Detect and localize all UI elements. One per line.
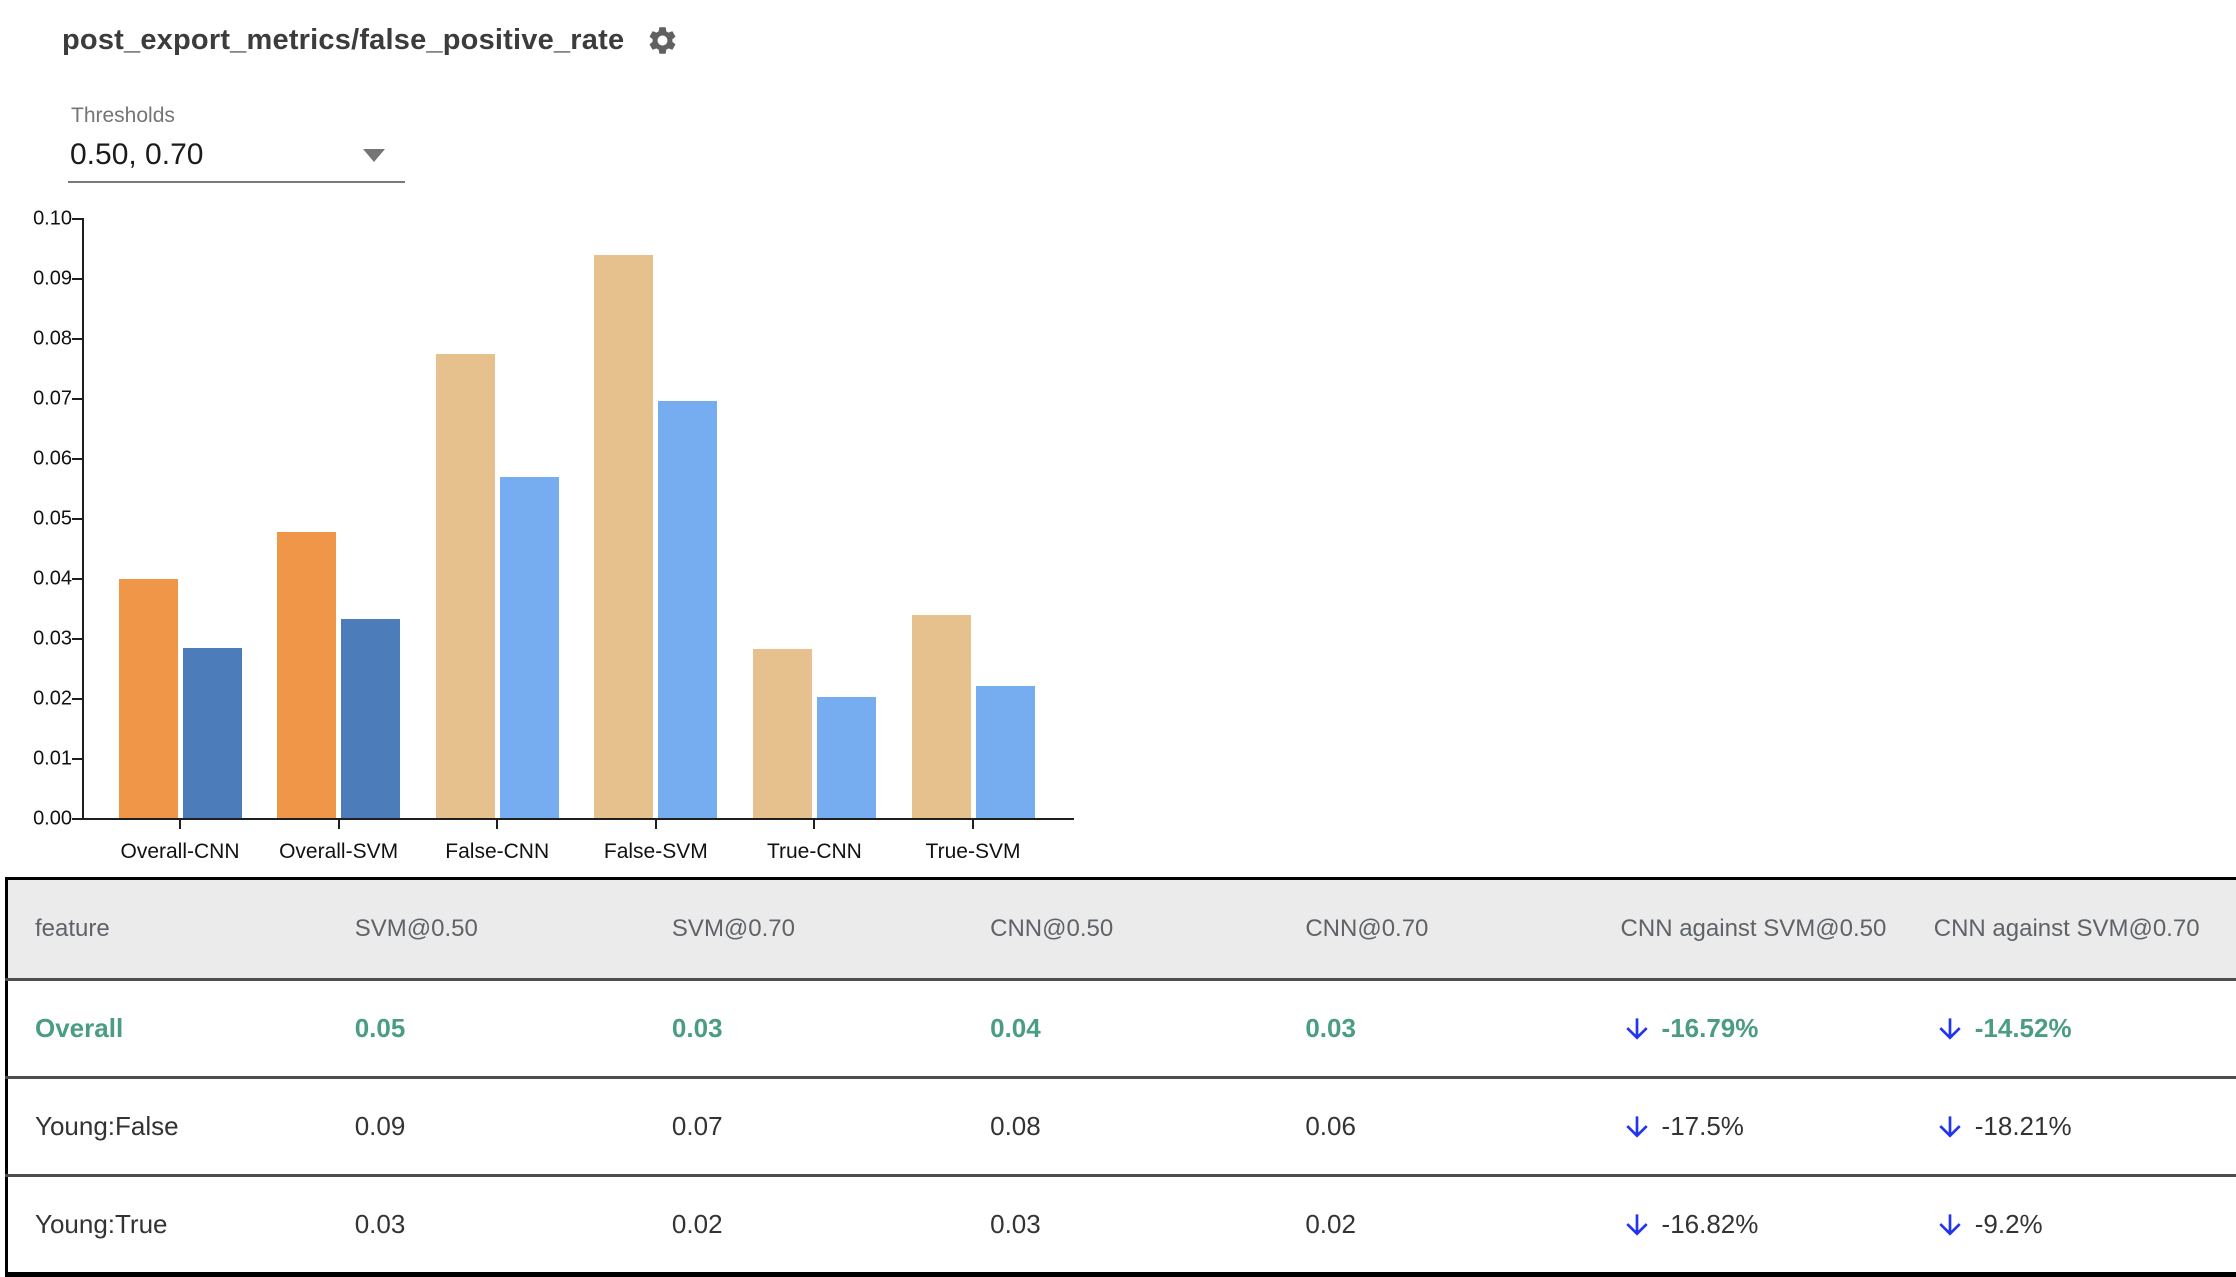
x-tick-mark [496, 820, 498, 829]
column-header-cnn-050: CNN@0.50 [989, 879, 1304, 980]
table-row-young-false: Young:False 0.09 0.07 0.08 0.06 -17.5% -… [7, 1078, 2236, 1176]
x-axis [82, 818, 1074, 820]
y-tick-label: 0.00 [10, 808, 72, 831]
value-cell: 0.03 [1304, 980, 1619, 1078]
x-category-label: Overall-CNN [120, 840, 239, 864]
metrics-table: feature SVM@0.50 SVM@0.70 CNN@0.50 CNN@0… [5, 877, 2236, 1277]
y-tick-label: 0.09 [10, 268, 72, 291]
arrow-down-icon [1621, 1111, 1653, 1143]
y-tick-label: 0.01 [10, 748, 72, 771]
column-header-cnn-vs-svm-050: CNN against SVM@0.50 [1620, 879, 1933, 980]
y-tick-mark [72, 578, 82, 580]
x-tick-mark [655, 820, 657, 829]
value-cell: 0.02 [671, 1176, 989, 1275]
bar-false-cnn-s1[interactable] [500, 477, 559, 818]
y-tick-label: 0.10 [10, 208, 72, 231]
y-tick-label: 0.07 [10, 388, 72, 411]
x-category-label: Overall-SVM [279, 840, 398, 864]
y-axis [82, 218, 84, 820]
y-tick-mark [72, 518, 82, 520]
delta-cell: -16.82% [1620, 1176, 1933, 1275]
arrow-down-icon [1934, 1013, 1966, 1045]
y-tick-mark [72, 338, 82, 340]
feature-cell: Young:True [7, 1176, 354, 1275]
bar-chart: 0.00 0.01 0.02 0.03 0.04 0.05 0.06 0.07 0.08 0.09… [0, 0, 1150, 880]
x-tick-mark [813, 820, 815, 829]
value-cell: 0.03 [671, 980, 989, 1078]
value-cell: 0.09 [354, 1078, 671, 1176]
bar-true-svm-s0[interactable] [912, 615, 971, 818]
delta-cell: -17.5% [1620, 1078, 1933, 1176]
bar-true-cnn-s1[interactable] [817, 697, 876, 818]
bar-overall-cnn-s1[interactable] [183, 648, 242, 818]
value-cell: 0.02 [1304, 1176, 1619, 1275]
y-tick-label: 0.04 [10, 568, 72, 591]
column-header-cnn-070: CNN@0.70 [1304, 879, 1619, 980]
arrow-down-icon [1934, 1111, 1966, 1143]
arrow-down-icon [1621, 1209, 1653, 1241]
value-cell: 0.05 [354, 980, 671, 1078]
delta-cell: -18.21% [1933, 1078, 2236, 1176]
y-tick-label: 0.03 [10, 628, 72, 651]
y-tick-mark [72, 638, 82, 640]
y-tick-label: 0.05 [10, 508, 72, 531]
value-cell: 0.08 [989, 1078, 1304, 1176]
x-tick-mark [179, 820, 181, 829]
bar-true-svm-s1[interactable] [976, 686, 1035, 818]
delta-cell: -16.79% [1620, 980, 1933, 1078]
y-tick-mark [72, 218, 82, 220]
delta-value: -16.82% [1662, 1209, 1759, 1240]
feature-cell: Overall [7, 980, 354, 1078]
value-cell: 0.03 [354, 1176, 671, 1275]
y-tick-mark [72, 278, 82, 280]
y-tick-label: 0.02 [10, 688, 72, 711]
bar-false-svm-s0[interactable] [594, 255, 653, 818]
delta-cell: -9.2% [1933, 1176, 2236, 1275]
y-tick-mark [72, 398, 82, 400]
delta-value: -18.21% [1975, 1111, 2072, 1142]
y-tick-mark [72, 458, 82, 460]
value-cell: 0.07 [671, 1078, 989, 1176]
delta-value: -14.52% [1975, 1013, 2072, 1044]
x-tick-mark [338, 820, 340, 829]
bar-overall-cnn-s0[interactable] [119, 579, 178, 818]
arrow-down-icon [1934, 1209, 1966, 1241]
bar-true-cnn-s0[interactable] [753, 649, 812, 818]
column-header-cnn-vs-svm-070: CNN against SVM@0.70 [1933, 879, 2236, 980]
bar-overall-svm-s1[interactable] [341, 619, 400, 818]
x-category-label: True-CNN [767, 840, 862, 864]
table-row-young-true: Young:True 0.03 0.02 0.03 0.02 -16.82% -… [7, 1176, 2236, 1275]
bar-false-svm-s1[interactable] [658, 401, 717, 818]
column-header-feature: feature [7, 879, 354, 980]
bar-overall-svm-s0[interactable] [277, 532, 336, 818]
y-tick-label: 0.06 [10, 448, 72, 471]
x-category-label: False-SVM [604, 840, 708, 864]
x-category-label: True-SVM [926, 840, 1021, 864]
delta-value: -9.2% [1975, 1209, 2043, 1240]
bar-false-cnn-s0[interactable] [436, 354, 495, 818]
delta-value: -17.5% [1662, 1111, 1744, 1142]
arrow-down-icon [1621, 1013, 1653, 1045]
feature-cell: Young:False [7, 1078, 354, 1176]
value-cell: 0.06 [1304, 1078, 1619, 1176]
delta-value: -16.79% [1662, 1013, 1759, 1044]
table-row-overall: Overall 0.05 0.03 0.04 0.03 -16.79% -14.… [7, 980, 2236, 1078]
column-header-svm-050: SVM@0.50 [354, 879, 671, 980]
value-cell: 0.03 [989, 1176, 1304, 1275]
column-header-svm-070: SVM@0.70 [671, 879, 989, 980]
y-tick-mark [72, 818, 82, 820]
value-cell: 0.04 [989, 980, 1304, 1078]
y-tick-mark [72, 758, 82, 760]
y-tick-mark [72, 698, 82, 700]
y-tick-label: 0.08 [10, 328, 72, 351]
x-category-label: False-CNN [445, 840, 549, 864]
table-header-row: feature SVM@0.50 SVM@0.70 CNN@0.50 CNN@0… [7, 879, 2236, 980]
delta-cell: -14.52% [1933, 980, 2236, 1078]
x-tick-mark [972, 820, 974, 829]
